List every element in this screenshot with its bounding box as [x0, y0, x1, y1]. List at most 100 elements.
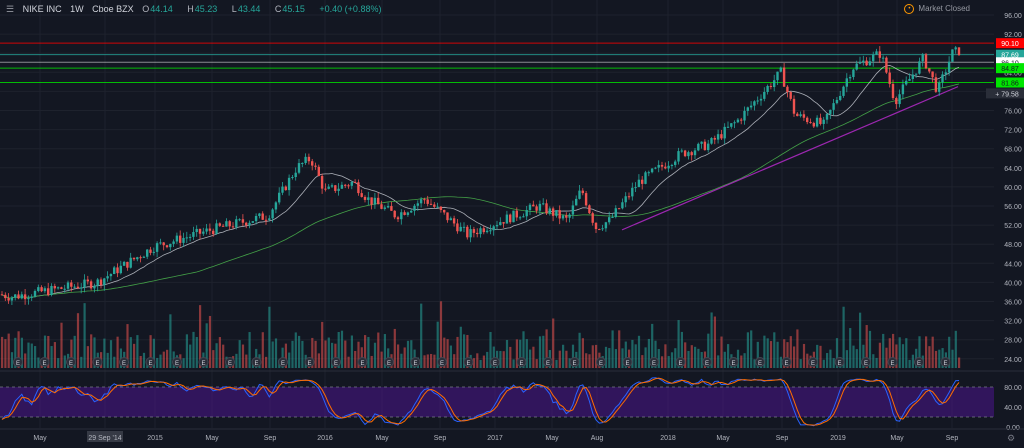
symbol-icon[interactable]: ☰ [6, 4, 15, 14]
candle-body [330, 185, 334, 187]
volume-bar [888, 338, 891, 368]
earnings-marker: E [92, 357, 103, 367]
volume-bar [769, 341, 773, 368]
symbol-name[interactable]: NIKE INC [22, 4, 62, 14]
earnings-letter: E [705, 361, 709, 367]
earnings-letter: E [519, 361, 523, 367]
earnings-letter: E [678, 361, 682, 367]
candle-body [436, 206, 439, 208]
candle-body [782, 67, 786, 87]
settings-gear-icon[interactable]: ⚙ [1007, 434, 1015, 444]
candle-body [258, 213, 261, 217]
candle-body [238, 219, 241, 221]
volume-bar [212, 350, 215, 368]
volume-bar [806, 353, 809, 368]
earnings-letter: E [122, 361, 126, 367]
volume-bar [133, 343, 136, 368]
volume-bar [571, 344, 575, 368]
candle-body [76, 286, 80, 289]
candle-body [515, 210, 518, 218]
candle-body [363, 196, 367, 200]
volume-bar [93, 337, 96, 368]
earnings-letter: E [175, 361, 179, 367]
volume-bar [410, 340, 413, 368]
volume-bar [499, 350, 502, 368]
candle-body [172, 241, 175, 244]
earnings-letter: E [254, 361, 258, 367]
market-status[interactable]: • Market Closed [904, 4, 970, 14]
volume-bar [245, 354, 248, 368]
volume-bar [182, 358, 185, 368]
volume-bar [951, 349, 954, 368]
volume-bar [641, 355, 644, 368]
volume-bar [377, 332, 380, 368]
volume-bar [608, 348, 611, 368]
time-axis: May 29 Sep '14 2015 May Sep 2016 May Sep 2017 May… [0, 428, 1024, 442]
price-tick-label: 36.00 [1004, 300, 1022, 307]
volume-bar [859, 312, 862, 368]
candle-body [307, 156, 311, 162]
earnings-letter: E [307, 361, 311, 367]
volume-bar [265, 356, 268, 368]
candle-body [786, 86, 789, 92]
candle-body [568, 214, 571, 218]
volume-bar [142, 352, 146, 368]
volume-bar [552, 318, 555, 368]
candle-body [918, 61, 921, 74]
time-tick-label: 29 Sep '14 [88, 435, 121, 442]
volume-bar [403, 347, 406, 368]
volume-bar [205, 323, 208, 368]
volume-bar [80, 356, 83, 368]
candle-body [957, 47, 961, 56]
volume-bar [83, 303, 86, 368]
volume-bar [545, 329, 548, 368]
volume-bar [829, 349, 832, 368]
candle-body [231, 226, 235, 228]
candle-body [911, 74, 914, 79]
earnings-letter: E [784, 361, 788, 367]
candle-body [334, 185, 337, 191]
high-label: H [187, 4, 194, 14]
price-tick-label: 24.00 [1004, 357, 1022, 364]
earnings-circle [119, 357, 129, 367]
volume-bar [684, 342, 687, 368]
price-tick-label: 40.00 [1004, 280, 1022, 287]
candle-body [396, 217, 400, 220]
earnings-marker: E [331, 357, 341, 367]
time-tick-label: 2016 [317, 435, 333, 442]
earnings-circle [781, 357, 792, 367]
candle-body [598, 229, 601, 231]
candle-body [485, 230, 489, 233]
candle-body [446, 212, 449, 221]
earnings-letter: E [599, 361, 603, 367]
candle-body [221, 225, 225, 227]
candle-body [763, 91, 766, 99]
candle-body [855, 63, 858, 70]
volume-bar [750, 330, 753, 368]
candle-body [476, 232, 479, 235]
volume-bar [727, 344, 730, 368]
candle-body [683, 150, 687, 157]
candle-body [558, 210, 561, 219]
earnings-circle [861, 357, 871, 367]
candle-body [248, 222, 251, 226]
interval[interactable]: 1W [70, 4, 84, 14]
volume-bar [756, 341, 759, 368]
volume-bar [743, 353, 746, 368]
earnings-marker: E [384, 357, 394, 367]
close-label: C [274, 4, 282, 14]
candle-body [456, 223, 459, 232]
volume-bar [152, 338, 155, 368]
volume-bar [397, 344, 400, 368]
earnings-letter: E [864, 361, 868, 367]
volume-bar [505, 339, 509, 368]
candle-body [479, 228, 482, 235]
volume-bar [370, 355, 373, 368]
candle-body [429, 203, 433, 205]
candle-body [264, 219, 268, 221]
earnings-circle [490, 357, 500, 367]
candle-body [809, 122, 812, 124]
open-label: O [142, 4, 150, 14]
volume-bar [116, 336, 119, 368]
